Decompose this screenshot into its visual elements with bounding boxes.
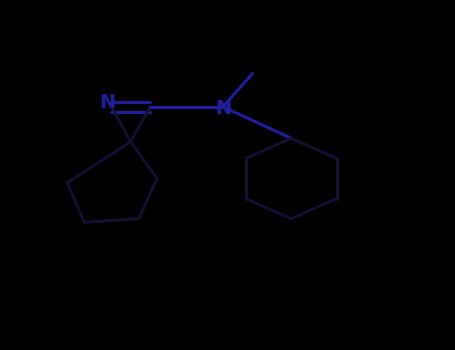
- Text: N: N: [215, 99, 231, 118]
- Text: N: N: [100, 93, 116, 112]
